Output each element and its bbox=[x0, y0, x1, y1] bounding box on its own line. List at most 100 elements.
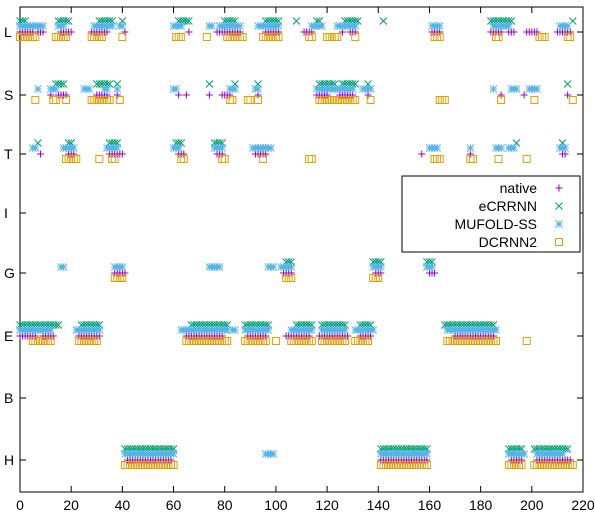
data-point bbox=[118, 263, 127, 271]
data-point bbox=[435, 33, 444, 41]
data-point bbox=[31, 33, 40, 41]
data-point bbox=[51, 33, 60, 41]
data-point bbox=[231, 85, 239, 93]
data-point bbox=[566, 33, 575, 41]
y-tick-label: T bbox=[4, 146, 13, 162]
data-point bbox=[39, 28, 47, 36]
legend-label: native bbox=[500, 180, 538, 196]
data-point bbox=[167, 456, 175, 464]
data-point bbox=[333, 33, 342, 41]
data-point bbox=[379, 17, 388, 25]
data-point bbox=[440, 96, 449, 104]
data-point bbox=[243, 96, 252, 104]
data-point bbox=[563, 80, 572, 88]
data-point bbox=[445, 337, 454, 345]
data-point bbox=[215, 263, 224, 271]
data-point bbox=[510, 144, 518, 152]
data-point bbox=[376, 263, 385, 271]
data-point bbox=[497, 144, 505, 152]
data-point bbox=[366, 85, 375, 93]
data-point bbox=[110, 155, 119, 163]
data-point bbox=[533, 28, 541, 36]
data-point bbox=[433, 144, 441, 152]
y-tick-label: S bbox=[4, 87, 13, 103]
data-point bbox=[253, 96, 262, 104]
data-point bbox=[113, 144, 122, 152]
legend-marker bbox=[555, 238, 563, 246]
data-point bbox=[262, 150, 270, 158]
data-point bbox=[259, 155, 268, 163]
data-point bbox=[182, 91, 190, 99]
x-tick-label: 40 bbox=[115, 497, 131, 513]
data-point bbox=[121, 28, 129, 36]
data-point bbox=[307, 326, 316, 334]
data-point bbox=[228, 96, 237, 104]
data-point bbox=[533, 85, 541, 93]
data-point bbox=[341, 326, 349, 334]
data-point bbox=[497, 91, 505, 99]
data-point bbox=[323, 33, 332, 41]
data-point bbox=[266, 144, 275, 152]
data-point bbox=[307, 155, 316, 163]
data-point bbox=[62, 91, 70, 99]
data-point bbox=[223, 326, 232, 334]
data-point bbox=[423, 450, 431, 458]
data-point bbox=[325, 33, 334, 41]
data-point bbox=[520, 450, 528, 458]
data-point bbox=[177, 22, 186, 30]
data-point bbox=[292, 17, 301, 25]
data-point bbox=[177, 33, 186, 41]
data-point bbox=[568, 96, 577, 104]
data-point bbox=[115, 96, 124, 104]
data-point bbox=[494, 33, 503, 41]
legend-label: MUFOLD-SS bbox=[455, 216, 537, 232]
data-point bbox=[179, 155, 188, 163]
legend-label: DCRNN2 bbox=[479, 234, 538, 250]
x-tick-label: 120 bbox=[315, 497, 339, 513]
data-point bbox=[351, 22, 360, 30]
x-tick-label: 220 bbox=[571, 497, 595, 513]
legend-marker bbox=[555, 202, 563, 210]
data-point bbox=[492, 326, 500, 334]
data-point bbox=[369, 326, 378, 334]
data-point bbox=[108, 22, 116, 30]
data-point bbox=[185, 17, 193, 25]
data-point bbox=[51, 96, 60, 104]
data-point bbox=[208, 22, 216, 30]
data-point bbox=[274, 33, 283, 41]
data-point bbox=[95, 332, 103, 340]
data-point bbox=[31, 96, 40, 104]
data-point bbox=[246, 96, 255, 104]
x-tick-label: 200 bbox=[520, 497, 544, 513]
data-point bbox=[377, 269, 385, 277]
data-point bbox=[435, 155, 444, 163]
data-point bbox=[563, 22, 572, 30]
data-point bbox=[236, 22, 244, 30]
data-point bbox=[530, 96, 539, 104]
data-point bbox=[172, 33, 181, 41]
data-point bbox=[264, 326, 273, 334]
data-point bbox=[254, 85, 262, 93]
data-point bbox=[568, 461, 577, 469]
data-point bbox=[118, 33, 127, 41]
data-point bbox=[95, 155, 104, 163]
data-point bbox=[308, 28, 316, 36]
data-point bbox=[169, 461, 178, 469]
data-point bbox=[422, 461, 431, 469]
data-point bbox=[330, 33, 339, 41]
data-point bbox=[218, 332, 226, 340]
data-point bbox=[430, 155, 439, 163]
legend-marker bbox=[555, 184, 563, 192]
data-point bbox=[517, 461, 526, 469]
data-point bbox=[518, 456, 526, 464]
data-point bbox=[328, 96, 337, 104]
data-point bbox=[72, 155, 81, 163]
x-tick-label: 100 bbox=[264, 497, 288, 513]
data-point bbox=[561, 150, 569, 158]
data-point bbox=[59, 263, 68, 271]
data-point bbox=[491, 337, 500, 345]
data-point bbox=[62, 96, 71, 104]
x-tick-label: 80 bbox=[217, 497, 233, 513]
data-point bbox=[540, 33, 549, 41]
data-point bbox=[436, 28, 444, 36]
